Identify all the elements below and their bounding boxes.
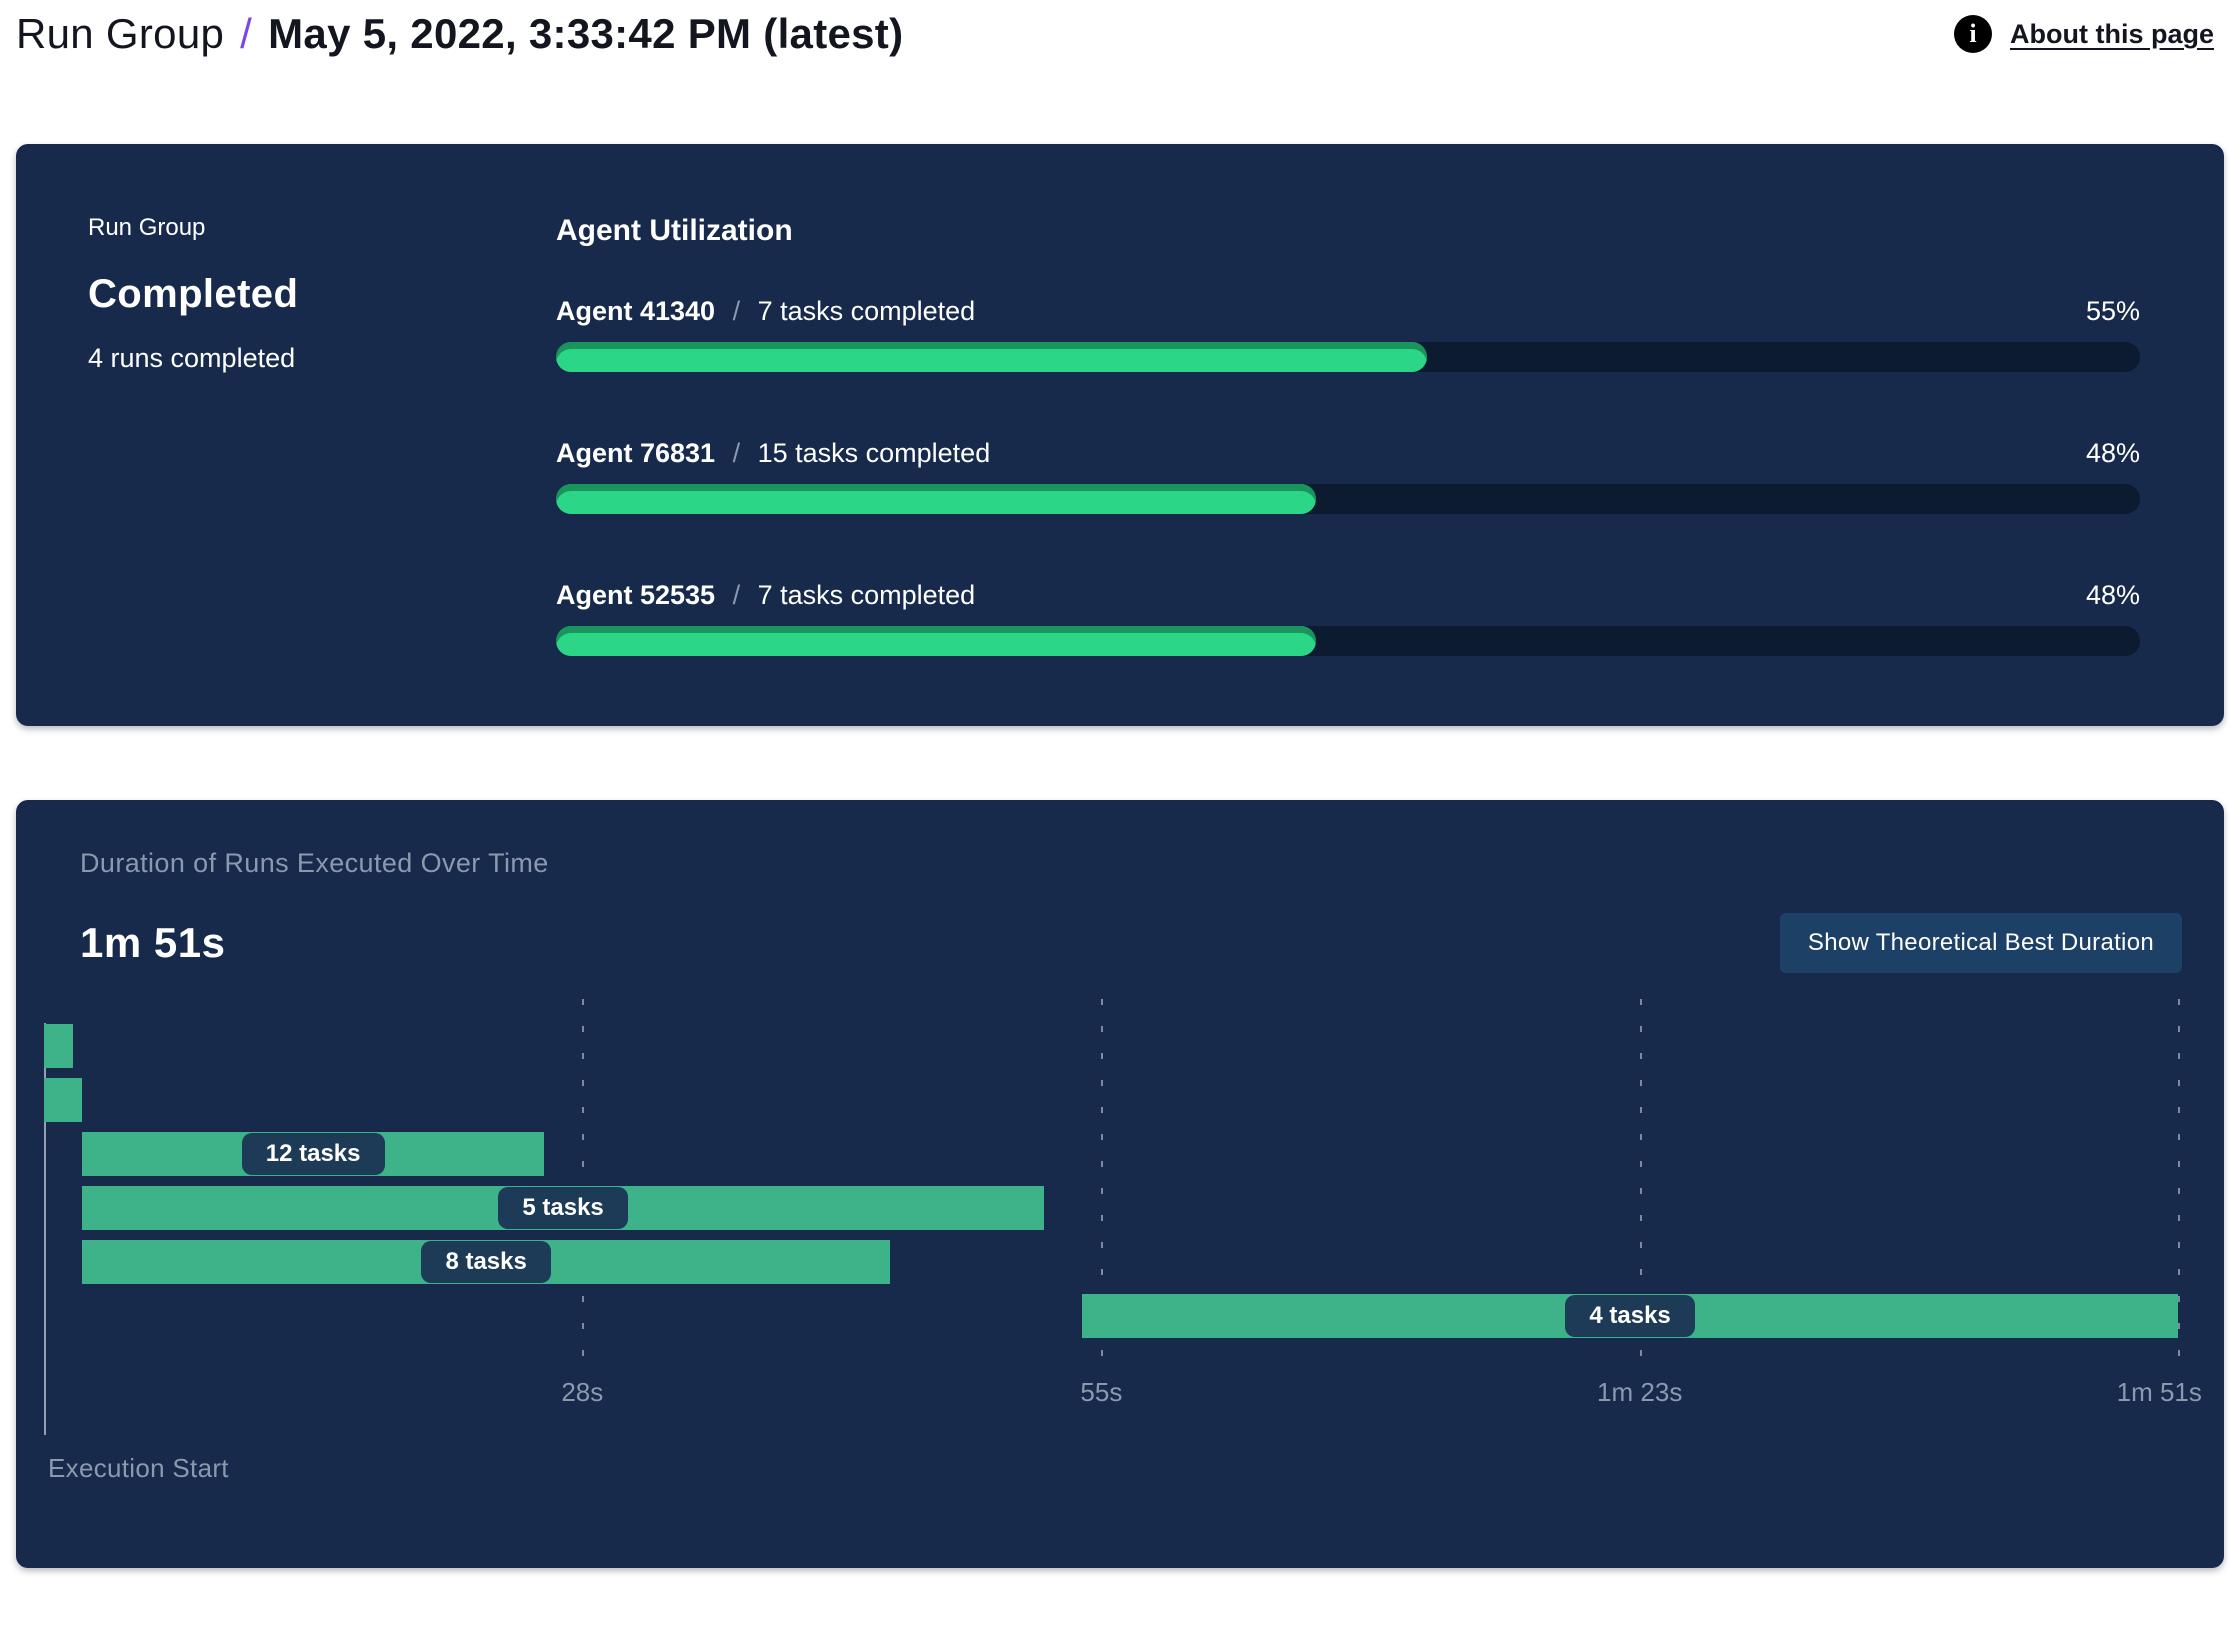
duration-header-row: 1m 51s Show Theoretical Best Duration xyxy=(80,913,2182,973)
axis-tick-label: 55s xyxy=(1080,1377,1123,1407)
agent-utilization-row: Agent 52535 / 7 tasks completed 48% xyxy=(556,580,2140,656)
top-bar: Run Group / May 5, 2022, 3:33:42 PM (lat… xyxy=(16,10,2224,58)
run-duration-bar[interactable]: 8 tasks xyxy=(82,1240,890,1284)
gantt-chart: 28s 55s 1m 23s 1m 51s 12 tasks 5 tasks 8 tasks… xyxy=(44,999,2202,1435)
agent-row-header: Agent 52535 / 7 tasks completed 48% xyxy=(556,580,2140,611)
agent-row-header: Agent 76831 / 15 tasks completed 48% xyxy=(556,438,2140,469)
utilization-progress-fill xyxy=(556,342,1428,372)
breadcrumb-run-group: Run Group xyxy=(16,10,225,57)
summary-label: Run Group xyxy=(88,214,206,241)
agent-utilization-row: Agent 76831 / 15 tasks completed 48% xyxy=(556,438,2140,514)
agent-tasks-label: 15 tasks completed xyxy=(757,438,991,468)
utilization-progress-track xyxy=(556,626,2140,656)
agent-utilization-percent: 48% xyxy=(2085,580,2140,610)
about-this-page-link[interactable]: About this page xyxy=(2010,18,2214,49)
gridline xyxy=(1639,999,1642,1363)
task-count-pill: 8 tasks xyxy=(421,1241,551,1283)
duration-chart-title: Duration of Runs Executed Over Time xyxy=(80,848,549,878)
agent-rows: Agent 41340 / 7 tasks completed 55% Agen… xyxy=(556,296,2140,656)
agent-label-separator: / xyxy=(725,296,748,326)
execution-start-label: Execution Start xyxy=(48,1453,229,1483)
utilization-progress-track xyxy=(556,342,2140,372)
utilization-progress-fill xyxy=(556,626,1317,656)
run-duration-bar[interactable]: 4 tasks xyxy=(1082,1294,2178,1338)
task-count-pill: 5 tasks xyxy=(498,1187,628,1229)
agent-name: Agent 41340 xyxy=(556,296,716,326)
status-badge: Completed xyxy=(88,272,299,316)
run-group-status-panel: Run Group Completed 4 runs completed Age… xyxy=(16,144,2224,726)
runs-completed-count: 4 runs completed xyxy=(88,343,296,373)
page-title: May 5, 2022, 3:33:42 PM (latest) xyxy=(268,10,904,57)
info-icon[interactable]: i xyxy=(1954,15,1992,53)
agent-row-label: Agent 76831 / 15 tasks completed xyxy=(556,438,990,469)
run-duration-bar[interactable] xyxy=(44,1078,83,1122)
agent-name: Agent 52535 xyxy=(556,580,716,610)
run-duration-bar[interactable] xyxy=(44,1024,73,1068)
axis-tick-label: 28s xyxy=(561,1377,604,1407)
agent-tasks-label: 7 tasks completed xyxy=(757,580,976,610)
total-duration: 1m 51s xyxy=(80,919,226,966)
gridline xyxy=(582,999,585,1363)
utilization-progress-fill xyxy=(556,484,1317,514)
agent-utilization-percent: 48% xyxy=(2085,438,2140,468)
agent-utilization-title: Agent Utilization xyxy=(556,214,793,247)
page: Run Group / May 5, 2022, 3:33:42 PM (lat… xyxy=(16,10,2224,1568)
agent-utilization-section: Agent Utilization Agent 41340 / 7 tasks … xyxy=(556,214,2140,656)
gridline xyxy=(1101,999,1104,1363)
agent-label-separator: / xyxy=(725,580,748,610)
task-count-pill: 12 tasks xyxy=(241,1133,385,1175)
breadcrumb-separator: / xyxy=(240,10,253,57)
agent-utilization-row: Agent 41340 / 7 tasks completed 55% xyxy=(556,296,2140,372)
agent-row-label: Agent 41340 / 7 tasks completed xyxy=(556,296,975,327)
agent-row-label: Agent 52535 / 7 tasks completed xyxy=(556,580,975,611)
execution-start-axis-line xyxy=(44,1023,46,1435)
agent-name: Agent 76831 xyxy=(556,438,716,468)
agent-label-separator: / xyxy=(725,438,748,468)
utilization-progress-track xyxy=(556,484,2140,514)
duration-panel: Duration of Runs Executed Over Time 1m 5… xyxy=(16,800,2224,1568)
agent-utilization-percent: 55% xyxy=(2085,296,2140,326)
breadcrumb: Run Group / May 5, 2022, 3:33:42 PM (lat… xyxy=(16,10,903,58)
agent-tasks-label: 7 tasks completed xyxy=(757,296,976,326)
gridline xyxy=(2178,999,2180,1363)
task-count-pill: 4 tasks xyxy=(1565,1295,1695,1337)
run-group-summary: Run Group Completed 4 runs completed xyxy=(88,214,556,656)
axis-tick-label: 1m 51s xyxy=(2116,1377,2202,1407)
about-this-page[interactable]: i About this page xyxy=(1954,15,2214,53)
show-theoretical-best-duration-button[interactable]: Show Theoretical Best Duration xyxy=(1779,913,2182,973)
agent-row-header: Agent 41340 / 7 tasks completed 55% xyxy=(556,296,2140,327)
run-duration-bar[interactable]: 12 tasks xyxy=(82,1132,544,1176)
run-duration-bar[interactable]: 5 tasks xyxy=(82,1186,1044,1230)
axis-tick-label: 1m 23s xyxy=(1597,1377,1683,1407)
